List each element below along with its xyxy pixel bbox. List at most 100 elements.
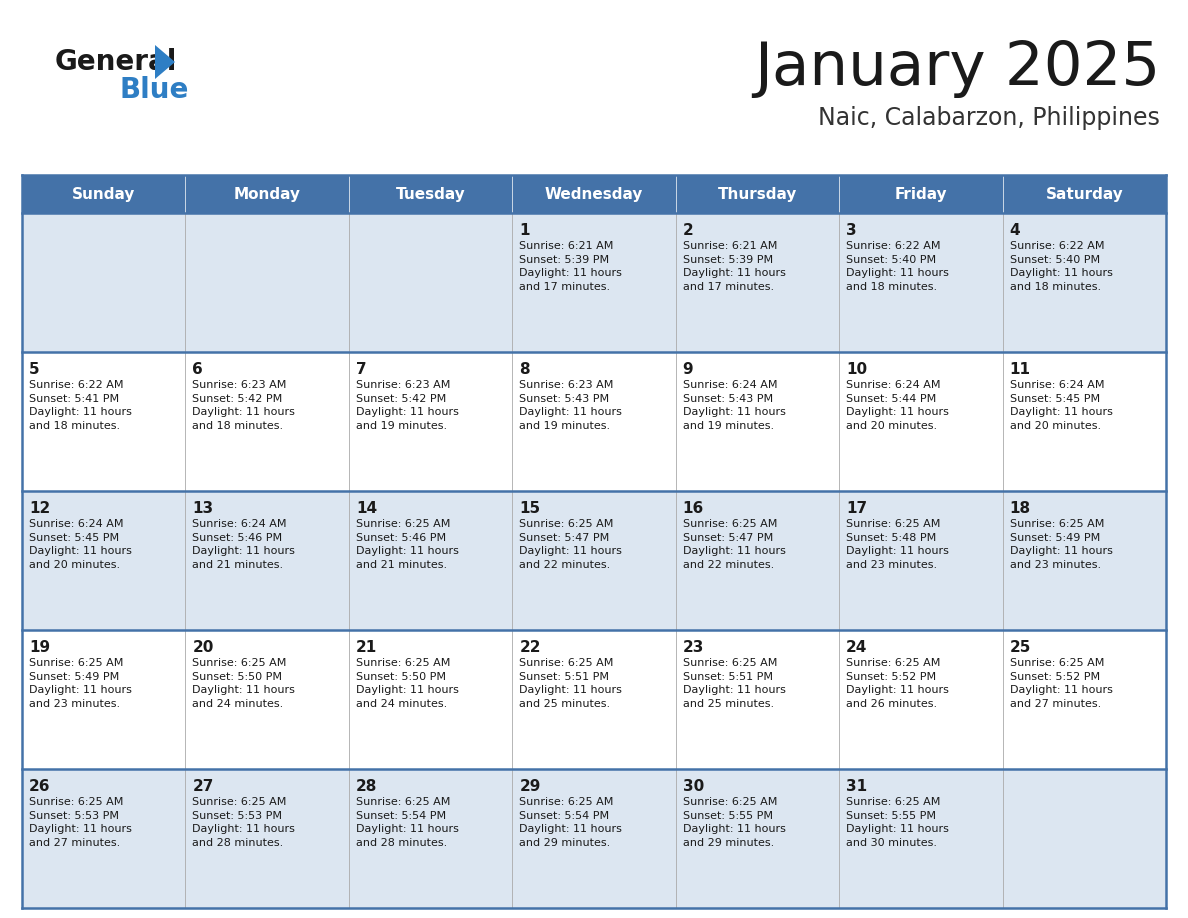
Bar: [185, 175, 349, 213]
Bar: [512, 352, 676, 491]
Text: Sunrise: 6:24 AM
Sunset: 5:45 PM
Daylight: 11 hours
and 20 minutes.: Sunrise: 6:24 AM Sunset: 5:45 PM Dayligh…: [1010, 380, 1112, 431]
Text: 3: 3: [846, 223, 857, 238]
Bar: [23, 630, 185, 769]
Bar: [185, 352, 349, 491]
Text: Sunrise: 6:25 AM
Sunset: 5:50 PM
Daylight: 11 hours
and 24 minutes.: Sunrise: 6:25 AM Sunset: 5:50 PM Dayligh…: [192, 658, 296, 709]
Text: 9: 9: [683, 362, 694, 377]
Text: 19: 19: [29, 640, 50, 655]
Text: Sunrise: 6:25 AM
Sunset: 5:54 PM
Daylight: 11 hours
and 28 minutes.: Sunrise: 6:25 AM Sunset: 5:54 PM Dayligh…: [356, 797, 459, 848]
Text: 10: 10: [846, 362, 867, 377]
Bar: [676, 491, 839, 630]
Text: Sunrise: 6:25 AM
Sunset: 5:49 PM
Daylight: 11 hours
and 23 minutes.: Sunrise: 6:25 AM Sunset: 5:49 PM Dayligh…: [29, 658, 132, 709]
Bar: [23, 769, 185, 908]
Text: Sunday: Sunday: [72, 186, 135, 201]
Bar: [185, 630, 349, 769]
Text: Sunrise: 6:25 AM
Sunset: 5:51 PM
Daylight: 11 hours
and 25 minutes.: Sunrise: 6:25 AM Sunset: 5:51 PM Dayligh…: [683, 658, 785, 709]
Text: 20: 20: [192, 640, 214, 655]
Bar: [1003, 491, 1165, 630]
Text: Sunrise: 6:25 AM
Sunset: 5:52 PM
Daylight: 11 hours
and 26 minutes.: Sunrise: 6:25 AM Sunset: 5:52 PM Dayligh…: [846, 658, 949, 709]
Bar: [349, 175, 512, 213]
Text: Sunrise: 6:21 AM
Sunset: 5:39 PM
Daylight: 11 hours
and 17 minutes.: Sunrise: 6:21 AM Sunset: 5:39 PM Dayligh…: [683, 241, 785, 292]
Bar: [839, 630, 1003, 769]
Text: January 2025: January 2025: [753, 39, 1159, 97]
Bar: [839, 491, 1003, 630]
Text: Sunrise: 6:25 AM
Sunset: 5:47 PM
Daylight: 11 hours
and 22 minutes.: Sunrise: 6:25 AM Sunset: 5:47 PM Dayligh…: [683, 519, 785, 570]
Text: General: General: [55, 48, 177, 76]
Text: Sunrise: 6:22 AM
Sunset: 5:40 PM
Daylight: 11 hours
and 18 minutes.: Sunrise: 6:22 AM Sunset: 5:40 PM Dayligh…: [1010, 241, 1112, 292]
Text: 18: 18: [1010, 501, 1031, 516]
Text: 31: 31: [846, 779, 867, 794]
Text: 12: 12: [29, 501, 50, 516]
Text: 23: 23: [683, 640, 704, 655]
Bar: [1003, 213, 1165, 352]
Text: Sunrise: 6:21 AM
Sunset: 5:39 PM
Daylight: 11 hours
and 17 minutes.: Sunrise: 6:21 AM Sunset: 5:39 PM Dayligh…: [519, 241, 623, 292]
Text: Sunrise: 6:24 AM
Sunset: 5:44 PM
Daylight: 11 hours
and 20 minutes.: Sunrise: 6:24 AM Sunset: 5:44 PM Dayligh…: [846, 380, 949, 431]
Bar: [676, 630, 839, 769]
Text: 17: 17: [846, 501, 867, 516]
Bar: [1003, 630, 1165, 769]
Text: 28: 28: [356, 779, 378, 794]
Text: 2: 2: [683, 223, 694, 238]
Text: Sunrise: 6:23 AM
Sunset: 5:42 PM
Daylight: 11 hours
and 19 minutes.: Sunrise: 6:23 AM Sunset: 5:42 PM Dayligh…: [356, 380, 459, 431]
Text: Sunrise: 6:24 AM
Sunset: 5:45 PM
Daylight: 11 hours
and 20 minutes.: Sunrise: 6:24 AM Sunset: 5:45 PM Dayligh…: [29, 519, 132, 570]
Text: Thursday: Thursday: [718, 186, 797, 201]
Text: Sunrise: 6:23 AM
Sunset: 5:42 PM
Daylight: 11 hours
and 18 minutes.: Sunrise: 6:23 AM Sunset: 5:42 PM Dayligh…: [192, 380, 296, 431]
Text: 13: 13: [192, 501, 214, 516]
Text: Sunrise: 6:24 AM
Sunset: 5:43 PM
Daylight: 11 hours
and 19 minutes.: Sunrise: 6:24 AM Sunset: 5:43 PM Dayligh…: [683, 380, 785, 431]
Text: 4: 4: [1010, 223, 1020, 238]
Bar: [349, 630, 512, 769]
Text: 11: 11: [1010, 362, 1030, 377]
Bar: [512, 630, 676, 769]
Bar: [185, 491, 349, 630]
Text: Naic, Calabarzon, Philippines: Naic, Calabarzon, Philippines: [819, 106, 1159, 130]
Bar: [23, 175, 185, 213]
Bar: [839, 352, 1003, 491]
Bar: [676, 352, 839, 491]
Text: Sunrise: 6:22 AM
Sunset: 5:41 PM
Daylight: 11 hours
and 18 minutes.: Sunrise: 6:22 AM Sunset: 5:41 PM Dayligh…: [29, 380, 132, 431]
Text: 16: 16: [683, 501, 704, 516]
Text: 25: 25: [1010, 640, 1031, 655]
Text: Sunrise: 6:25 AM
Sunset: 5:48 PM
Daylight: 11 hours
and 23 minutes.: Sunrise: 6:25 AM Sunset: 5:48 PM Dayligh…: [846, 519, 949, 570]
Text: 29: 29: [519, 779, 541, 794]
Text: Sunrise: 6:25 AM
Sunset: 5:55 PM
Daylight: 11 hours
and 29 minutes.: Sunrise: 6:25 AM Sunset: 5:55 PM Dayligh…: [683, 797, 785, 848]
Bar: [349, 213, 512, 352]
Text: 26: 26: [29, 779, 51, 794]
Text: Saturday: Saturday: [1045, 186, 1123, 201]
Text: 6: 6: [192, 362, 203, 377]
Bar: [185, 769, 349, 908]
Text: Sunrise: 6:24 AM
Sunset: 5:46 PM
Daylight: 11 hours
and 21 minutes.: Sunrise: 6:24 AM Sunset: 5:46 PM Dayligh…: [192, 519, 296, 570]
Text: Sunrise: 6:23 AM
Sunset: 5:43 PM
Daylight: 11 hours
and 19 minutes.: Sunrise: 6:23 AM Sunset: 5:43 PM Dayligh…: [519, 380, 623, 431]
Text: 22: 22: [519, 640, 541, 655]
Bar: [1003, 769, 1165, 908]
Text: 15: 15: [519, 501, 541, 516]
Text: Sunrise: 6:25 AM
Sunset: 5:46 PM
Daylight: 11 hours
and 21 minutes.: Sunrise: 6:25 AM Sunset: 5:46 PM Dayligh…: [356, 519, 459, 570]
Text: 14: 14: [356, 501, 377, 516]
Bar: [349, 491, 512, 630]
Text: Sunrise: 6:25 AM
Sunset: 5:47 PM
Daylight: 11 hours
and 22 minutes.: Sunrise: 6:25 AM Sunset: 5:47 PM Dayligh…: [519, 519, 623, 570]
Text: 30: 30: [683, 779, 704, 794]
Bar: [839, 213, 1003, 352]
Bar: [676, 175, 839, 213]
Bar: [676, 769, 839, 908]
Text: 7: 7: [356, 362, 366, 377]
Bar: [349, 769, 512, 908]
Text: Wednesday: Wednesday: [545, 186, 643, 201]
Text: Sunrise: 6:25 AM
Sunset: 5:53 PM
Daylight: 11 hours
and 28 minutes.: Sunrise: 6:25 AM Sunset: 5:53 PM Dayligh…: [192, 797, 296, 848]
Text: Sunrise: 6:25 AM
Sunset: 5:51 PM
Daylight: 11 hours
and 25 minutes.: Sunrise: 6:25 AM Sunset: 5:51 PM Dayligh…: [519, 658, 623, 709]
Bar: [23, 491, 185, 630]
Bar: [23, 352, 185, 491]
Text: Sunrise: 6:25 AM
Sunset: 5:54 PM
Daylight: 11 hours
and 29 minutes.: Sunrise: 6:25 AM Sunset: 5:54 PM Dayligh…: [519, 797, 623, 848]
Text: Sunrise: 6:25 AM
Sunset: 5:53 PM
Daylight: 11 hours
and 27 minutes.: Sunrise: 6:25 AM Sunset: 5:53 PM Dayligh…: [29, 797, 132, 848]
Text: Tuesday: Tuesday: [396, 186, 466, 201]
Bar: [512, 491, 676, 630]
Text: Friday: Friday: [895, 186, 947, 201]
Bar: [676, 213, 839, 352]
Bar: [512, 213, 676, 352]
Bar: [185, 213, 349, 352]
Text: Sunrise: 6:25 AM
Sunset: 5:52 PM
Daylight: 11 hours
and 27 minutes.: Sunrise: 6:25 AM Sunset: 5:52 PM Dayligh…: [1010, 658, 1112, 709]
Text: 5: 5: [29, 362, 39, 377]
Text: 21: 21: [356, 640, 377, 655]
Text: 1: 1: [519, 223, 530, 238]
Text: Sunrise: 6:25 AM
Sunset: 5:49 PM
Daylight: 11 hours
and 23 minutes.: Sunrise: 6:25 AM Sunset: 5:49 PM Dayligh…: [1010, 519, 1112, 570]
Polygon shape: [154, 45, 175, 79]
